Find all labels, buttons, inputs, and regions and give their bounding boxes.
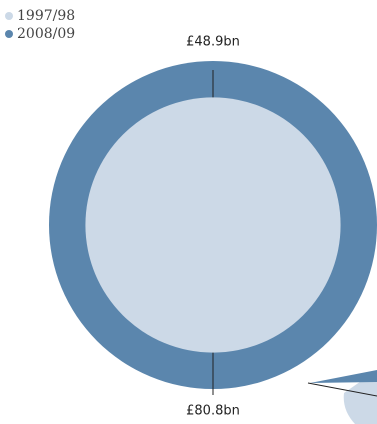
partial-line <box>307 382 377 397</box>
legend-label: 2008/09 <box>17 26 75 42</box>
value-label: £80.8bn <box>186 404 240 419</box>
legend-marker <box>5 12 13 20</box>
bubble <box>85 97 341 353</box>
legend-marker <box>5 30 13 38</box>
value-label: £48.9bn <box>186 35 240 50</box>
cropped-neighbour-chart <box>307 370 377 424</box>
partial-shape <box>310 370 377 383</box>
legend-label: 1997/98 <box>17 8 75 24</box>
partial-shape <box>343 370 377 424</box>
